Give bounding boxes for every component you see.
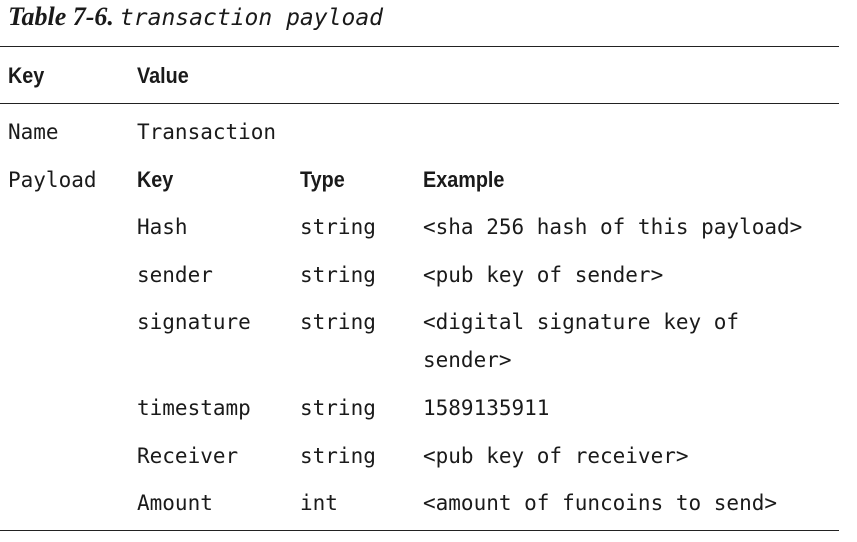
header-rule: [0, 103, 839, 104]
bottom-rule: [0, 530, 839, 531]
field-example: <digital signature key of: [423, 310, 740, 334]
field-type: int: [300, 491, 338, 515]
table-title: transaction payload: [119, 5, 384, 31]
subheader-key: Key: [137, 167, 174, 192]
field-key: signature: [137, 310, 251, 334]
field-example: <pub key of receiver>: [423, 444, 689, 468]
subheader-type: Type: [300, 167, 345, 192]
name-key: Name: [8, 120, 59, 144]
field-type: string: [300, 444, 376, 468]
field-key: Amount: [137, 491, 213, 515]
field-type: string: [300, 215, 376, 239]
field-example: <amount of funcoins to send>: [423, 491, 778, 515]
field-key: Hash: [137, 215, 188, 239]
field-example: <sha 256 hash of this payload>: [423, 215, 803, 239]
header-key: Key: [8, 63, 45, 88]
header-value: Value: [137, 63, 189, 88]
field-key: timestamp: [137, 396, 251, 420]
top-rule: [0, 46, 839, 47]
field-example: <pub key of sender>: [423, 263, 664, 287]
field-example-continued: sender>: [423, 348, 512, 372]
field-key: sender: [137, 263, 213, 287]
table-caption: Table 7-6. transaction payload: [8, 2, 383, 32]
name-value: Transaction: [137, 120, 277, 144]
subheader-example: Example: [423, 167, 505, 192]
field-type: string: [300, 263, 376, 287]
field-key: Receiver: [137, 444, 239, 468]
field-example: 1589135911: [423, 396, 550, 420]
payload-key: Payload: [8, 168, 97, 192]
field-type: string: [300, 396, 376, 420]
table-number: Table 7-6.: [8, 2, 114, 31]
field-type: string: [300, 310, 376, 334]
